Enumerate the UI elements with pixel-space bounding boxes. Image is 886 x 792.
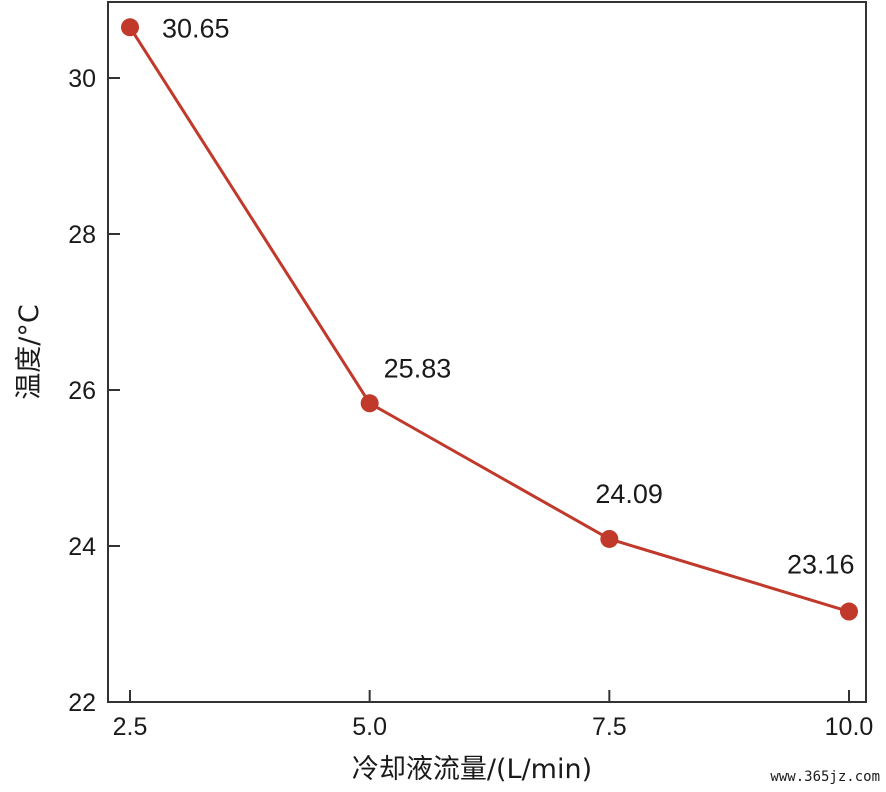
data-point bbox=[600, 529, 619, 548]
x-axis: 2.5 5.0 7.5 10.0 bbox=[113, 690, 874, 741]
series-layer: 30.65 25.83 24.09 23.16 bbox=[121, 13, 858, 621]
x-tick-label: 5.0 bbox=[352, 713, 387, 741]
y-tick-label: 26 bbox=[68, 377, 96, 405]
x-tick-label: 10.0 bbox=[825, 713, 874, 741]
x-tick-label: 2.5 bbox=[113, 713, 148, 741]
y-tick-label: 22 bbox=[68, 689, 96, 717]
watermark: www.365jz.com bbox=[770, 769, 880, 785]
y-tick-label: 24 bbox=[68, 533, 96, 561]
data-point bbox=[121, 18, 139, 37]
series-line bbox=[128, 26, 850, 613]
y-tick-label: 28 bbox=[68, 221, 96, 249]
data-point bbox=[360, 394, 379, 413]
y-tick-label: 30 bbox=[68, 65, 96, 93]
data-label: 23.16 bbox=[787, 550, 855, 580]
plot-frame bbox=[107, 1, 867, 703]
data-label: 24.09 bbox=[595, 479, 663, 509]
data-label: 30.65 bbox=[162, 13, 230, 43]
y-axis: 22 24 26 28 30 bbox=[68, 65, 120, 717]
y-axis-label: 温度/°C bbox=[14, 304, 45, 399]
data-point bbox=[840, 602, 858, 621]
x-tick-label: 7.5 bbox=[592, 713, 627, 741]
data-label: 25.83 bbox=[384, 353, 452, 383]
x-axis-label: 冷却液流量/(L/min) bbox=[352, 754, 592, 785]
